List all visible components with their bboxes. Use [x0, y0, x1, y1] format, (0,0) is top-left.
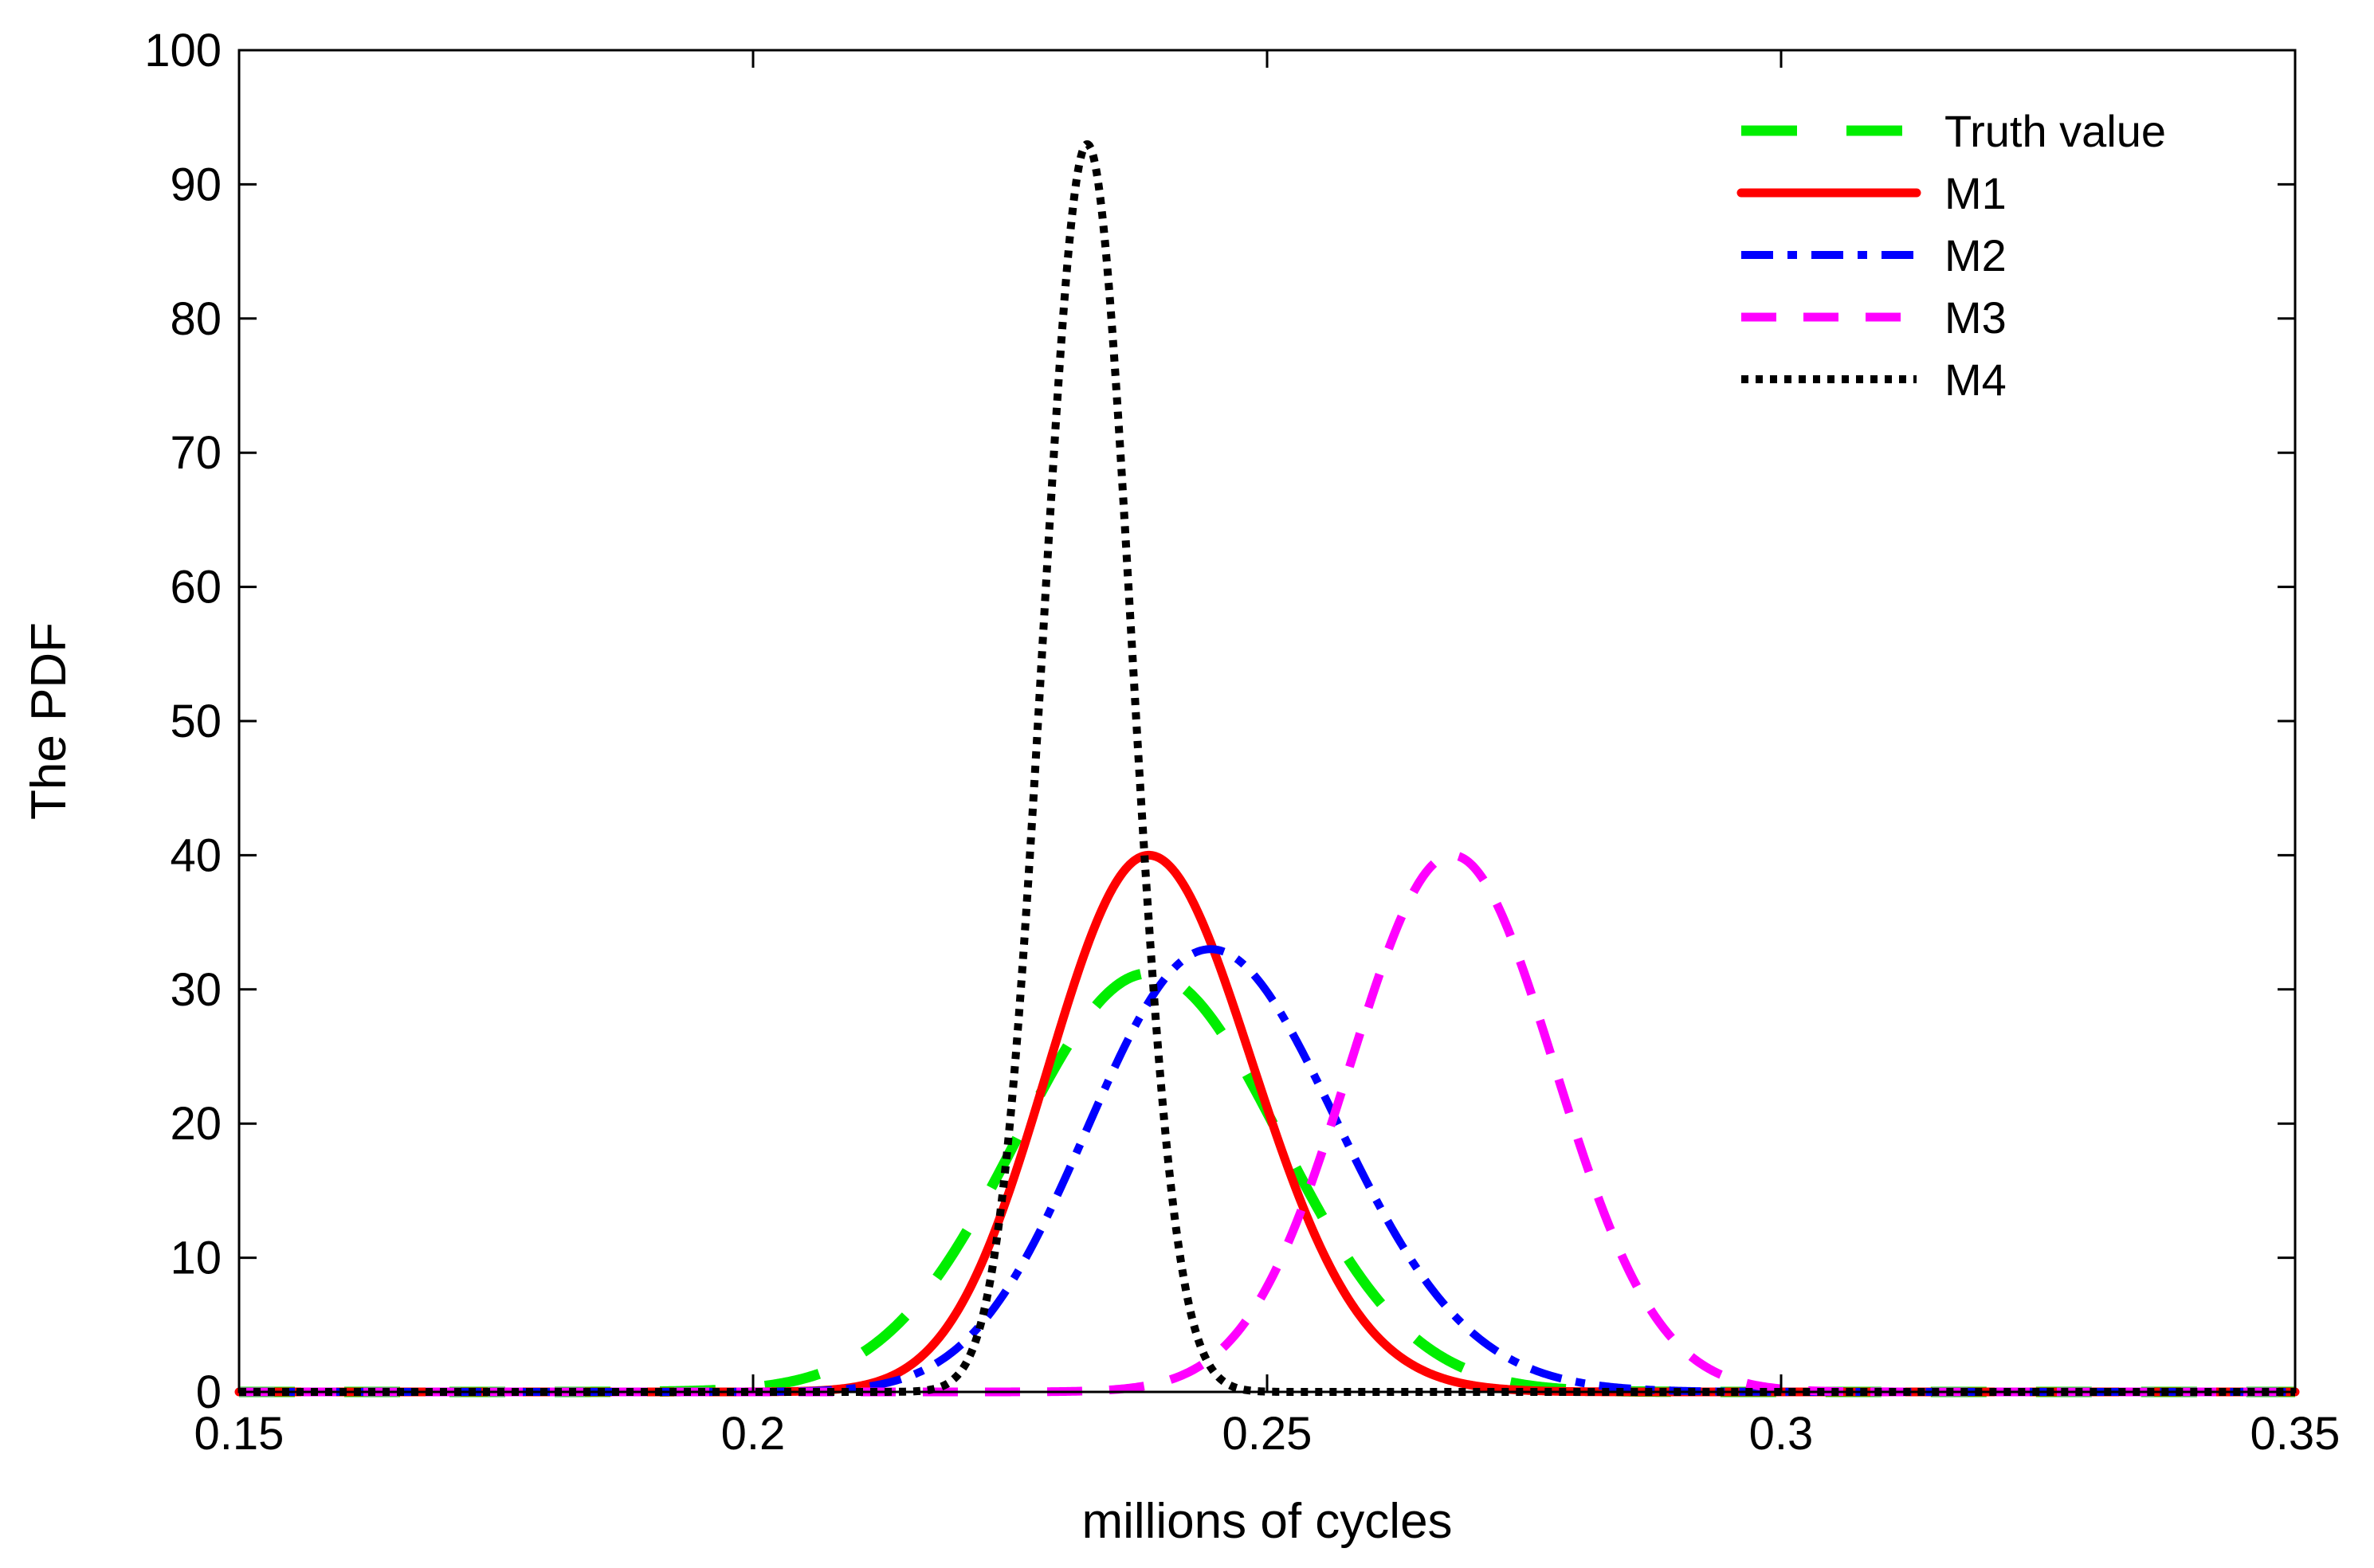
- y-tick-label: 80: [170, 293, 222, 345]
- x-tick-label: 0.15: [194, 1408, 284, 1460]
- legend-label: M2: [1944, 230, 2007, 280]
- x-axis-label: millions of cycles: [1081, 1494, 1452, 1549]
- y-tick-label: 20: [170, 1098, 222, 1150]
- legend-label: Truth value: [1944, 106, 2166, 156]
- y-tick-label: 70: [170, 427, 222, 479]
- y-tick-label: 50: [170, 696, 222, 747]
- tick-layer: 0.15 0.2 0.25 0.3 0.35 0 10 20 30 40 50 60 70 80 90 100: [144, 25, 2340, 1460]
- y-tick-label: 60: [170, 562, 222, 613]
- y-tick-label: 30: [170, 964, 222, 1016]
- x-tick-label: 0.3: [1749, 1408, 1814, 1460]
- legend-label: M3: [1944, 292, 2007, 343]
- y-axis-label: The PDF: [22, 622, 77, 820]
- x-tick-label: 0.25: [1222, 1408, 1313, 1460]
- y-tick-label: 90: [170, 159, 222, 210]
- x-tick-label: 0.2: [721, 1408, 786, 1460]
- y-tick-label: 10: [170, 1233, 222, 1284]
- legend-label: M1: [1944, 168, 2007, 218]
- x-tick-label: 0.35: [2250, 1408, 2341, 1460]
- y-tick-label: 100: [144, 25, 222, 76]
- legend-label: M4: [1944, 355, 2007, 405]
- legend: Truth value M1 M2 M3 M4: [1736, 106, 2166, 405]
- y-tick-label: 40: [170, 829, 222, 881]
- y-tick-label: 0: [196, 1366, 222, 1418]
